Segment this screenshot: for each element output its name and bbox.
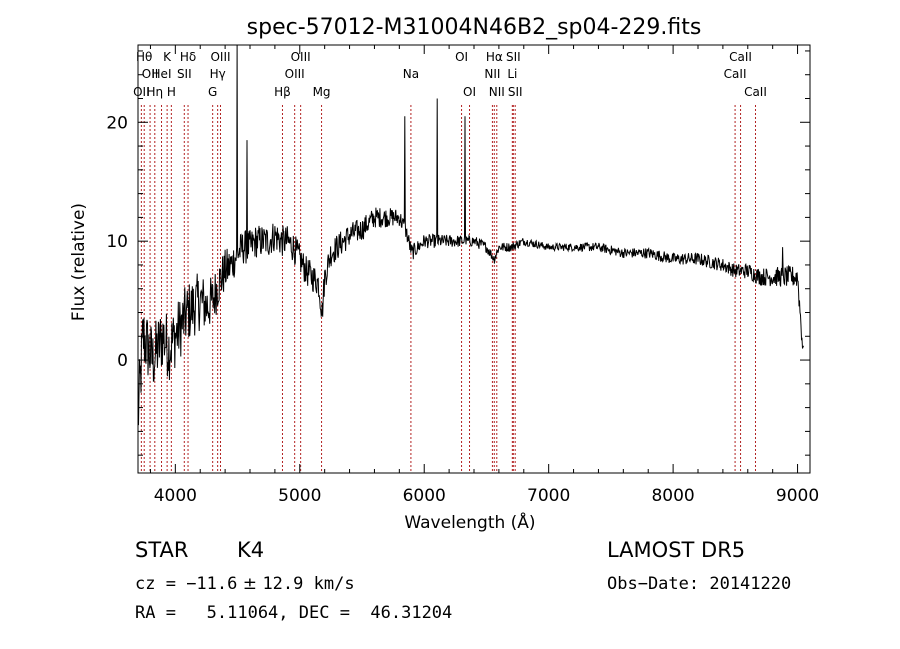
- cz-value: −11.6: [186, 574, 238, 594]
- cz-plus-minus: ±: [237, 574, 263, 594]
- line-label: Hδ: [180, 50, 196, 64]
- line-label: NII: [484, 67, 500, 81]
- cz-unit: km/s: [303, 574, 355, 594]
- x-tick-label: 4000: [154, 486, 197, 506]
- cz-label: cz =: [135, 574, 187, 594]
- line-label: Li: [507, 67, 517, 81]
- x-axis-label: Wavelength (Å): [404, 511, 535, 533]
- cz-error: 12.9: [262, 574, 304, 594]
- line-label: Hβ: [274, 85, 291, 99]
- line-label: OIII: [285, 67, 305, 81]
- line-label: SII: [177, 67, 192, 81]
- object-class: STAR: [135, 538, 189, 562]
- line-label: CaII: [744, 85, 767, 99]
- chart-title: spec-57012-M31004N46B2_sp04-229.fits: [247, 15, 702, 40]
- x-tick-label: 9000: [776, 486, 819, 506]
- y-tick-label: 20: [106, 113, 128, 133]
- spectral-line-markers: [140, 105, 756, 473]
- spectral-line-labels: HθOIIOIIHηHeIKHSIIHδGHγOIIIHβOIIIOIIIMgN…: [133, 50, 767, 99]
- line-label: CaII: [729, 50, 752, 64]
- line-label: H: [167, 85, 176, 99]
- line-label: OIII: [210, 50, 230, 64]
- y-axis-label: Flux (relative): [69, 203, 89, 321]
- coordinates: RA = 5.11064, DEC = 46.31204: [135, 603, 453, 623]
- line-label: CaII: [724, 67, 747, 81]
- line-label: OI: [455, 50, 468, 64]
- line-label: Hθ: [136, 50, 152, 64]
- line-label: G: [208, 85, 217, 99]
- line-label: Mg: [313, 85, 331, 99]
- y-tick-label: 10: [106, 232, 128, 252]
- line-label: Hα: [486, 50, 503, 64]
- x-tick-label: 7000: [527, 486, 570, 506]
- line-label: NII: [489, 85, 505, 99]
- line-label: Hη: [146, 85, 163, 99]
- y-tick-label: 0: [117, 351, 128, 371]
- line-label: OII: [142, 67, 159, 81]
- line-label: K: [163, 50, 172, 64]
- line-label: OII: [133, 85, 150, 99]
- x-tick-label: 5000: [278, 486, 321, 506]
- line-label: SII: [508, 85, 523, 99]
- line-label: HeI: [152, 67, 172, 81]
- x-axis-ticks: 4000 5000 6000 7000 8000 9000: [149, 45, 819, 506]
- redshift-readout: cz = −11.6 ± 12.9 km/s: [135, 574, 355, 594]
- x-tick-label: 6000: [403, 486, 446, 506]
- line-label: Hγ: [210, 67, 226, 81]
- x-tick-label: 8000: [651, 486, 694, 506]
- survey-name: LAMOST DR5: [607, 538, 746, 562]
- line-label: SII: [506, 50, 521, 64]
- spectrum-line: [137, 44, 804, 426]
- y-axis-ticks: 0 10 20: [106, 50, 810, 456]
- line-label: Na: [403, 67, 419, 81]
- observation-date: Obs−Date: 20141220: [607, 574, 792, 594]
- line-label: OIII: [291, 50, 311, 64]
- object-subclass: K4: [237, 538, 265, 562]
- line-label: OI: [463, 85, 476, 99]
